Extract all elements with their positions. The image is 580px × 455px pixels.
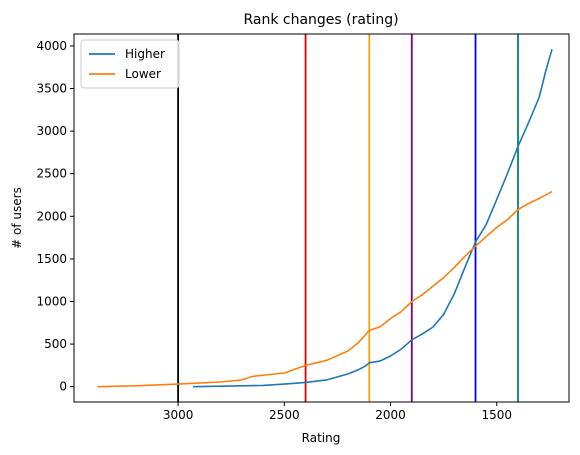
y-tick-label: 3000 [36,124,67,138]
legend-box [80,39,180,89]
y-tick-label: 2500 [36,167,67,181]
x-axis-ticks: 3000 2500 2000 1500 [163,402,512,422]
series-line-lower [97,190,553,388]
y-tick-label: 1000 [36,294,67,308]
plot-frame [73,33,570,403]
legend: Higher Lower [80,39,180,89]
x-axis-label: Rating [302,431,341,445]
x-tick-label: 2500 [269,408,300,422]
series-line-higher [192,49,553,388]
legend-label-lower: Lower [125,67,161,81]
y-tick-label: 1500 [36,252,67,266]
y-tick-label: 0 [59,380,67,394]
chart-title: Rank changes (rating) [243,12,398,28]
x-tick-label: 1500 [481,408,512,422]
y-tick-label: 500 [44,337,67,351]
y-tick-label: 3500 [36,82,67,96]
y-axis-ticks: 0 500 1000 1500 2000 2500 3000 3500 4000 [36,39,74,394]
x-tick-label: 2000 [375,408,406,422]
series-lines [97,49,553,388]
legend-label-higher: Higher [125,47,165,61]
x-tick-label: 3000 [163,408,194,422]
vertical-lines [177,34,519,402]
y-tick-label: 2000 [36,209,67,223]
y-axis-label: # of users [10,187,24,249]
y-tick-label: 4000 [36,39,67,53]
